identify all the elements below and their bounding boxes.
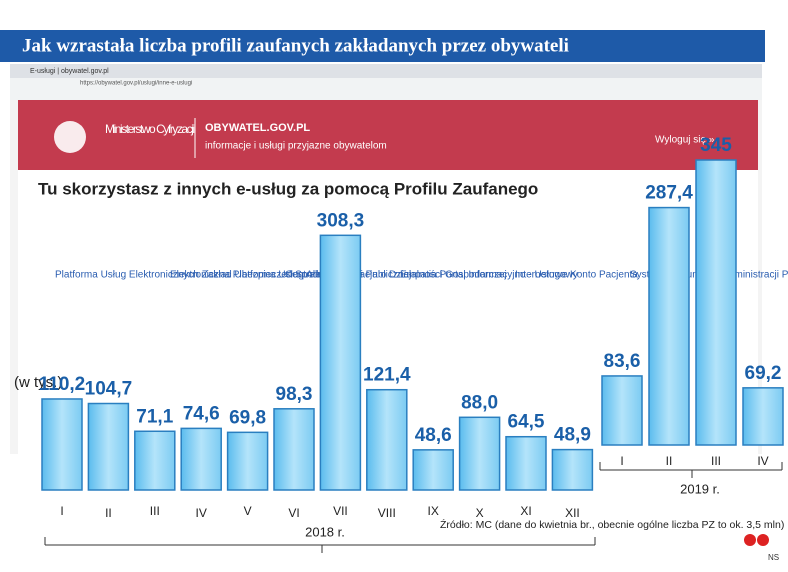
bar (601, 375, 643, 446)
value-label: 69,2 (745, 363, 782, 384)
x-tick-label: X (476, 506, 484, 520)
url: https://obywatel.gov.pl/uslugi/inne-e-us… (80, 81, 192, 87)
service-link[interactable]: Internetowe Konto Pacjenta (515, 270, 638, 281)
bar (41, 398, 83, 491)
value-label: 308,3 (317, 210, 365, 231)
site-header (18, 100, 758, 170)
value-label: 69,8 (229, 407, 266, 428)
chart-title: Jak wzrastała liczba profili zaufanych z… (22, 35, 569, 56)
bar (458, 416, 501, 491)
bar (742, 387, 784, 446)
value-label: 71,1 (136, 406, 173, 427)
x-tick-label: II (666, 454, 673, 468)
bar (551, 448, 594, 491)
x-tick-label: IX (428, 504, 439, 518)
x-tick-label: I (60, 504, 63, 518)
x-tick-label: I (620, 454, 623, 468)
source: Źródło: MC (dane do kwietnia br., obecni… (440, 518, 784, 531)
ministry: Ministerstwo Cyfryzacji (105, 122, 195, 136)
x-tick-label: IV (757, 454, 768, 468)
x-tick-label: II (105, 506, 112, 520)
x-tick-label: VII (333, 504, 348, 518)
x-tick-label: V (244, 504, 252, 518)
value-label: 88,0 (461, 392, 498, 413)
bar (505, 435, 547, 491)
bar (366, 388, 408, 491)
bar (319, 234, 362, 491)
emblem (54, 121, 86, 153)
bar (226, 431, 269, 491)
service-link[interactable]: Centralna Informacja o Działalności Gosp… (285, 270, 507, 281)
tab-bar (10, 64, 762, 78)
copyright-icon (744, 534, 756, 546)
service-link[interactable]: Platforma Usług Elektronicznych Zakład U… (55, 270, 352, 281)
value-label: 121,4 (363, 365, 411, 386)
credit: NS (768, 553, 779, 562)
x-tick-label: IV (196, 506, 207, 520)
bar (134, 430, 176, 491)
x-tick-label: XI (520, 504, 531, 518)
value-label: 104,7 (85, 379, 133, 400)
title-band (0, 30, 765, 62)
value-label: 110,2 (39, 374, 86, 395)
group-label: 2019 r. (680, 481, 720, 496)
x-tick-label: III (711, 454, 721, 468)
value-label: 48,6 (415, 425, 452, 446)
bar (180, 427, 222, 491)
service-link[interactable]: Elektroniczna Platforma Usług Administra… (170, 270, 411, 281)
tagline: informacje i usługi przyjazne obywatelom (205, 141, 387, 152)
value-label: 74,6 (183, 403, 220, 424)
x-tick-label: VI (288, 506, 299, 520)
bar (695, 159, 737, 446)
bar (648, 206, 690, 446)
value-label: 48,9 (554, 425, 591, 446)
value-label: 83,6 (604, 351, 641, 372)
bar (412, 449, 454, 491)
value-label: 345 (700, 135, 732, 156)
heading: Tu skorzystasz z innych e-usług za pomoc… (38, 179, 538, 198)
bar (87, 402, 130, 491)
value-label: 287,4 (645, 183, 693, 204)
x-tick-label: III (150, 504, 160, 518)
x-tick-label: XII (565, 506, 580, 520)
copyright-icon (757, 534, 769, 546)
bar (273, 408, 315, 491)
logout[interactable]: Wyloguj się » (655, 135, 715, 146)
service-link[interactable]: Empatia Portal Informacyjno - Usługowy (400, 270, 578, 281)
group-label: 2018 r. (305, 524, 345, 539)
x-tick-label: VIII (378, 506, 396, 520)
site: OBYWATEL.GOV.PL (205, 122, 310, 134)
value-label: 64,5 (508, 412, 545, 433)
tab: E-usługi | obywatel.gov.pl (30, 68, 109, 75)
unit-label: (w tys.) (14, 374, 62, 391)
address-bar (10, 78, 762, 100)
value-label: 98,3 (276, 384, 313, 405)
